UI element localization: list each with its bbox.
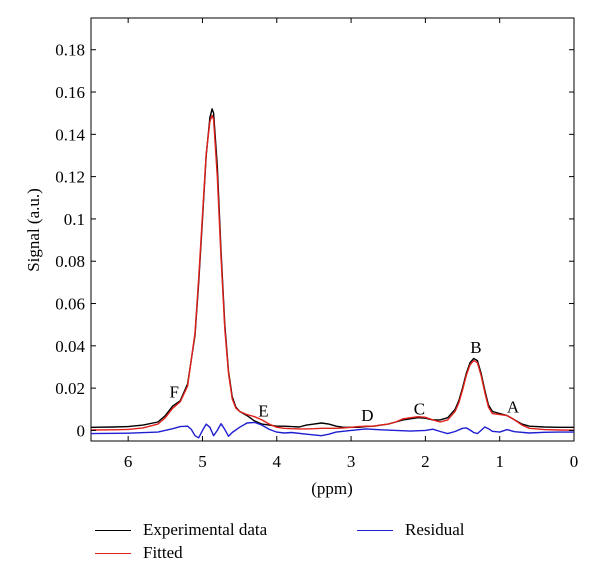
peak-label-b: B bbox=[470, 338, 481, 357]
peak-annotations: F E D C B A bbox=[169, 338, 519, 425]
peak-label-d: D bbox=[361, 406, 373, 425]
peak-label-c: C bbox=[414, 400, 425, 419]
series-layer bbox=[90, 108, 575, 439]
y-tick-label: 0.1 bbox=[64, 210, 85, 229]
x-tick-label: 5 bbox=[198, 452, 207, 471]
x-tick-label: 3 bbox=[347, 452, 356, 471]
series-line-fitted bbox=[90, 114, 575, 431]
peak-label-e: E bbox=[258, 402, 268, 421]
y-ticks: 0 0.02 0.04 0.06 0.08 0.1 0.12 0.14 0.16 0.18 bbox=[55, 41, 574, 440]
x-axis-label: (ppm) bbox=[311, 479, 353, 498]
y-tick-label: 0.16 bbox=[55, 83, 85, 102]
x-ticks: 6 5 4 3 2 1 0 bbox=[124, 18, 578, 471]
y-tick-label: 0.18 bbox=[55, 41, 85, 60]
y-tick-label: 0.12 bbox=[55, 168, 85, 187]
peak-label-f: F bbox=[169, 383, 178, 402]
y-tick-label: 0.02 bbox=[55, 379, 85, 398]
x-tick-label: 0 bbox=[570, 452, 579, 471]
y-tick-label: 0 bbox=[77, 421, 86, 440]
x-tick-label: 4 bbox=[273, 452, 282, 471]
x-tick-label: 2 bbox=[421, 452, 430, 471]
y-tick-label: 0.06 bbox=[55, 295, 85, 314]
series-line-residual bbox=[90, 421, 574, 439]
x-tick-label: 1 bbox=[495, 452, 504, 471]
y-tick-label: 0.04 bbox=[55, 337, 85, 356]
y-axis-label: Signal (a.u.) bbox=[24, 188, 43, 272]
peak-label-a: A bbox=[507, 397, 520, 416]
x-tick-label: 6 bbox=[124, 452, 133, 471]
y-tick-label: 0.08 bbox=[55, 252, 85, 271]
y-tick-label: 0.14 bbox=[55, 125, 85, 144]
plot-frame bbox=[90, 17, 575, 442]
series-line-experimental-data bbox=[90, 108, 574, 428]
